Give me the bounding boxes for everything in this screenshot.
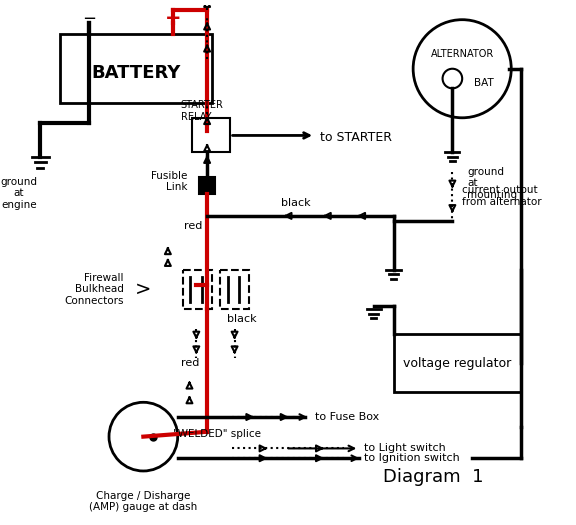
- Text: ─: ─: [85, 9, 94, 28]
- Text: +: +: [165, 9, 181, 28]
- Text: Firewall
Bulkhead
Connectors: Firewall Bulkhead Connectors: [64, 273, 124, 306]
- Bar: [183, 270, 212, 309]
- Text: to Light switch: to Light switch: [364, 444, 446, 454]
- Circle shape: [442, 69, 462, 88]
- Text: ground
at
engine: ground at engine: [0, 176, 37, 210]
- Text: current output
from alternator: current output from alternator: [462, 185, 542, 207]
- Text: ALTERNATOR: ALTERNATOR: [431, 49, 494, 59]
- Circle shape: [413, 19, 511, 118]
- Text: ground
at
mounting: ground at mounting: [467, 167, 517, 200]
- Text: Charge / Disharge
(AMP) gauge at dash: Charge / Disharge (AMP) gauge at dash: [89, 490, 198, 512]
- Bar: [199, 176, 215, 194]
- Bar: [60, 35, 212, 103]
- Bar: [192, 118, 230, 152]
- Text: BATTERY: BATTERY: [92, 64, 181, 82]
- Text: voltage regulator: voltage regulator: [403, 356, 511, 370]
- Text: red: red: [184, 220, 202, 230]
- Text: red: red: [181, 358, 199, 368]
- Text: to STARTER: to STARTER: [320, 131, 392, 144]
- Text: Diagram  1: Diagram 1: [382, 468, 483, 486]
- Text: Fusible
Link: Fusible Link: [151, 171, 188, 192]
- Text: STARTER
RELAY: STARTER RELAY: [181, 100, 223, 122]
- Text: >: >: [135, 280, 151, 299]
- Text: BAT: BAT: [474, 78, 494, 88]
- Text: "WELDED" splice: "WELDED" splice: [173, 429, 261, 439]
- Text: to Ignition switch: to Ignition switch: [364, 453, 460, 463]
- Circle shape: [109, 402, 177, 471]
- Text: black: black: [281, 198, 310, 208]
- Text: to Fuse Box: to Fuse Box: [315, 412, 379, 422]
- Bar: [220, 270, 249, 309]
- Bar: [393, 333, 521, 393]
- Text: black: black: [227, 314, 256, 324]
